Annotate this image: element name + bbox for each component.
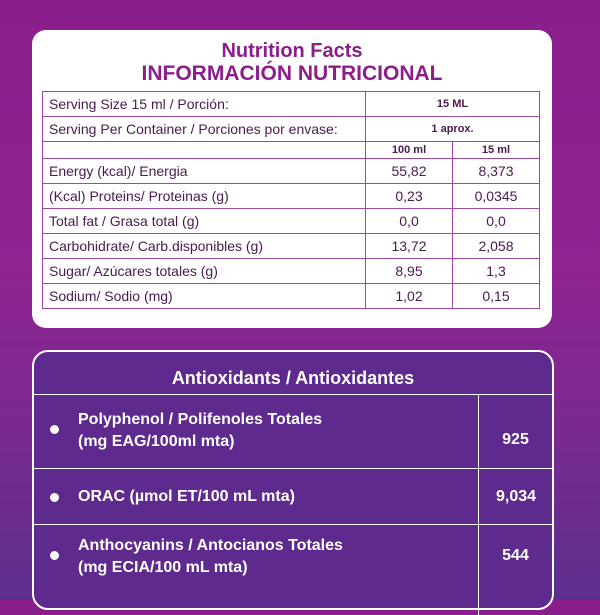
antioxidant-label: ORAC (µmol ET/100 mL mta): [78, 488, 295, 505]
value-15ml: 1,3: [452, 258, 540, 285]
title-english: Nutrition Facts: [221, 40, 363, 62]
value-15ml: 2,058: [452, 233, 540, 260]
table-row: Total fat / Grasa total (g) 0,0 0,0: [42, 208, 540, 235]
value-15ml: 0,15: [452, 283, 540, 310]
bullet-icon: [50, 425, 59, 434]
antioxidant-row-anthocyanins: Anthocyanins / Antocianos Totales (mg EC…: [34, 524, 552, 615]
nutrition-facts-panel: Nutrition Facts INFORMACIÓN NUTRICIONAL …: [32, 30, 552, 328]
value-100ml: 1,02: [365, 283, 453, 310]
bullet-icon: [50, 493, 59, 502]
header-15ml: 15 ml: [452, 141, 540, 160]
serving-size-row: Serving Size 15 ml / Porción: 15 ML: [42, 91, 540, 118]
table-row: Carbohidrate/ Carb.disponibles (g) 13,72…: [42, 233, 540, 260]
serving-size-value: 15 ML: [365, 91, 540, 118]
value-100ml: 0,23: [365, 183, 453, 210]
antioxidant-value: 544: [478, 525, 552, 615]
row-label: Sodium/ Sodio (mg): [42, 283, 366, 310]
value-15ml: 0,0: [452, 208, 540, 235]
bullet-icon: [50, 551, 59, 560]
value-100ml: 13,72: [365, 233, 453, 260]
nutrition-title: Nutrition Facts INFORMACIÓN NUTRICIONAL: [42, 40, 542, 85]
table-row: (Kcal) Proteins/ Proteinas (g) 0,23 0,03…: [42, 183, 540, 210]
row-label: Total fat / Grasa total (g): [42, 208, 366, 235]
antioxidants-panel: Antioxidants / Antioxidantes Polyphenol …: [32, 350, 554, 615]
antioxidant-label-line2: (mg ECIA/100 mL mta): [78, 559, 248, 576]
value-15ml: 0,0345: [452, 183, 540, 210]
row-label: Carbohidrate/ Carb.disponibles (g): [42, 233, 366, 260]
header-blank: [42, 141, 366, 160]
serving-size-label: Serving Size 15 ml / Porción:: [42, 91, 366, 118]
value-100ml: 55,82: [365, 158, 453, 185]
column-header-row: 100 ml 15 ml: [42, 141, 540, 160]
title-spanish: INFORMACIÓN NUTRICIONAL: [141, 62, 443, 85]
antioxidants-title: Antioxidants / Antioxidantes: [171, 368, 415, 388]
header-100ml: 100 ml: [365, 141, 453, 160]
antioxidant-value: 925: [478, 395, 552, 469]
antioxidant-value: 9,034: [478, 469, 553, 525]
antioxidant-label: Polyphenol / Polifenoles Totales (mg EAG…: [78, 409, 322, 453]
value-15ml: 8,373: [452, 158, 540, 185]
row-label: Sugar/ Azúcares totales (g): [42, 258, 366, 285]
table-row: Sodium/ Sodio (mg) 1,02 0,15: [42, 283, 540, 310]
servings-label: Serving Per Container / Porciones por en…: [42, 116, 366, 143]
value-100ml: 8,95: [365, 258, 453, 285]
row-label: (Kcal) Proteins/ Proteinas (g): [42, 183, 366, 210]
nutrition-table: Serving Size 15 ml / Porción: 15 ML Serv…: [42, 91, 540, 310]
antioxidant-row-orac: ORAC (µmol ET/100 mL mta) 9,034: [34, 468, 552, 525]
antioxidant-row-polyphenol: Polyphenol / Polifenoles Totales (mg EAG…: [34, 394, 552, 469]
antioxidant-label-line2: (mg EAG/100ml mta): [78, 433, 235, 450]
value-100ml: 0,0: [365, 208, 453, 235]
table-row: Sugar/ Azúcares totales (g) 8,95 1,3: [42, 258, 540, 285]
antioxidant-label-line1: Polyphenol / Polifenoles Totales: [78, 411, 323, 428]
antioxidant-label: Anthocyanins / Antocianos Totales (mg EC…: [78, 535, 343, 579]
antioxidant-label-line1: Anthocyanins / Antocianos Totales: [78, 537, 343, 554]
servings-value: 1 aprox.: [365, 116, 540, 143]
row-label: Energy (kcal)/ Energia: [42, 158, 366, 185]
servings-row: Serving Per Container / Porciones por en…: [42, 116, 540, 143]
table-row: Energy (kcal)/ Energia 55,82 8,373: [42, 158, 540, 185]
